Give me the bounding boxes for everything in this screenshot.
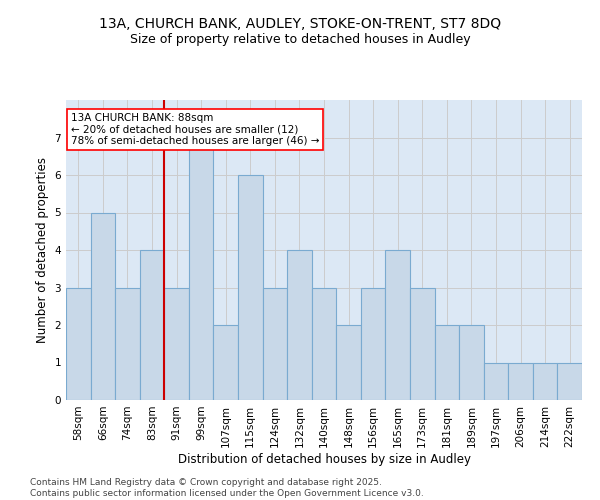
Bar (66, 288, 91, 400)
Bar (459, 325, 484, 400)
Text: Size of property relative to detached houses in Audley: Size of property relative to detached ho… (130, 32, 470, 46)
Bar (557, 362, 582, 400)
X-axis label: Distribution of detached houses by size in Audley: Distribution of detached houses by size … (178, 452, 470, 466)
Bar (287, 250, 312, 400)
Text: Contains HM Land Registry data © Crown copyright and database right 2025.
Contai: Contains HM Land Registry data © Crown c… (30, 478, 424, 498)
Bar (214, 325, 238, 400)
Bar (115, 288, 140, 400)
Text: 13A CHURCH BANK: 88sqm
← 20% of detached houses are smaller (12)
78% of semi-det: 13A CHURCH BANK: 88sqm ← 20% of detached… (71, 113, 319, 146)
Text: 13A, CHURCH BANK, AUDLEY, STOKE-ON-TRENT, ST7 8DQ: 13A, CHURCH BANK, AUDLEY, STOKE-ON-TRENT… (99, 18, 501, 32)
Bar (410, 288, 434, 400)
Bar (434, 325, 459, 400)
Bar (312, 288, 336, 400)
Bar (361, 288, 385, 400)
Bar (385, 250, 410, 400)
Bar (508, 362, 533, 400)
Bar (164, 288, 189, 400)
Bar (238, 175, 263, 400)
Bar (189, 138, 214, 400)
Y-axis label: Number of detached properties: Number of detached properties (36, 157, 49, 343)
Bar (484, 362, 508, 400)
Bar (336, 325, 361, 400)
Bar (533, 362, 557, 400)
Bar (91, 212, 115, 400)
Bar (140, 250, 164, 400)
Bar (263, 288, 287, 400)
